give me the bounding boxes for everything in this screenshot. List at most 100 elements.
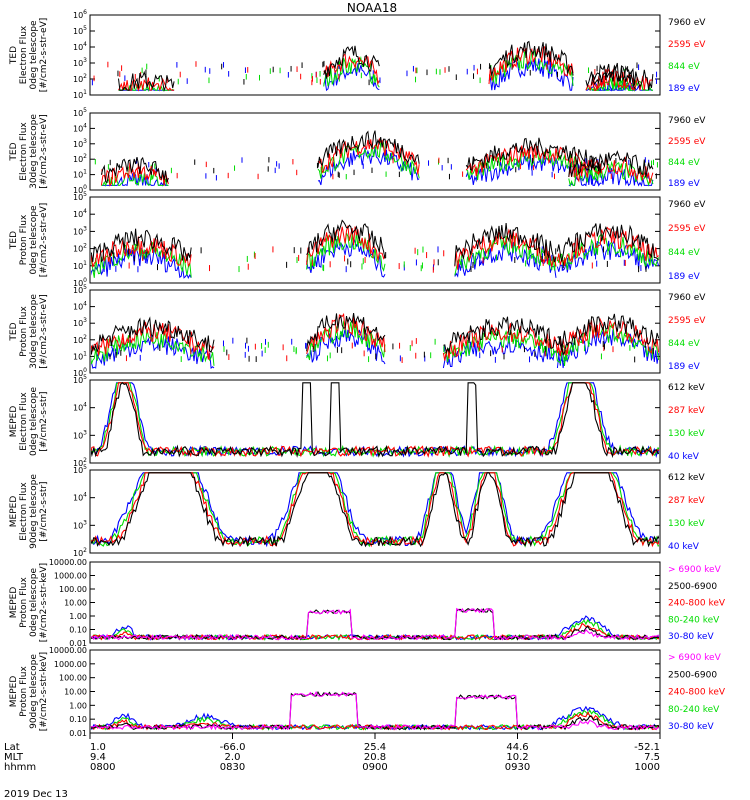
- series-line: [443, 316, 568, 356]
- footer-value: 2.0: [225, 752, 241, 763]
- series-line: [91, 708, 659, 731]
- y-tick-label: 104: [73, 41, 87, 52]
- series-line: [591, 76, 653, 92]
- series-line: [91, 711, 659, 731]
- y-tick-label: 103: [73, 57, 87, 68]
- data-marks: [91, 40, 658, 93]
- y-axis-label: [#/cm2-s-str-eV]: [39, 18, 49, 93]
- legend-entry: 130 keV: [668, 519, 705, 529]
- chart-title: NOAA18: [347, 1, 397, 15]
- panel-5: 102 103 104 105 MEPED Electron Flux 0deg teles…: [9, 374, 705, 468]
- footer-value: 44.6: [506, 742, 528, 753]
- y-tick-label: 1000.00: [54, 660, 87, 669]
- y-tick-label: 1000.00: [54, 572, 87, 581]
- y-tick-label: 104: [73, 492, 87, 503]
- series-line: [488, 40, 574, 76]
- y-axis-label: TED: [9, 142, 19, 161]
- y-tick-label: 105: [73, 25, 87, 36]
- legend-entry: 7960 eV: [668, 18, 706, 28]
- series-line: [91, 471, 659, 548]
- series-line: [91, 472, 659, 548]
- y-tick-label: 0.10: [69, 626, 87, 635]
- series-line: [556, 223, 659, 262]
- data-marks: [91, 607, 659, 641]
- y-tick-label: 1.00: [69, 701, 87, 710]
- legend-entry: 40 keV: [668, 542, 700, 552]
- y-axis-label: MEPED: [9, 587, 19, 619]
- legend-entry: 844 eV: [668, 248, 701, 258]
- series-line: [91, 382, 659, 458]
- series-line: [306, 219, 386, 259]
- footer-value: 20.8: [364, 752, 386, 763]
- panel-7: 0.01 0.10 1.00 10.00 100.00 1000.00 10000.00 ME…: [9, 558, 726, 648]
- y-tick-label: 0.01: [69, 639, 87, 648]
- y-tick-label: 104: [73, 301, 87, 312]
- footer-row-label: hhmm: [4, 762, 36, 773]
- y-axis-label: 90deg telescope: [29, 474, 39, 549]
- footer-value: 0830: [220, 762, 245, 773]
- y-axis-label: Proton Flux: [19, 577, 29, 628]
- y-tick-label: 102: [73, 73, 87, 84]
- legend-entry: 612 keV: [668, 473, 705, 483]
- panel-frame: [89, 14, 661, 96]
- legend-entry: 2595 eV: [668, 40, 706, 50]
- series-line: [454, 223, 557, 266]
- legend-entry: > 6900 keV: [668, 565, 722, 575]
- y-tick-label: 105: [73, 107, 87, 118]
- footer-value: 0900: [362, 762, 387, 773]
- series-line: [323, 55, 380, 88]
- y-tick-label: 101: [73, 350, 87, 361]
- y-tick-label: 102: [73, 334, 87, 345]
- footer-value: 1000: [635, 762, 660, 773]
- legend-entry: 844 eV: [668, 339, 701, 349]
- legend-entry: 30-80 keV: [668, 722, 714, 732]
- series-line: [306, 237, 386, 278]
- y-axis-label: [#/cm2-s-str-eV]: [39, 294, 49, 369]
- series-line: [118, 70, 175, 93]
- y-axis-label: TED: [9, 231, 19, 250]
- panel-frame: [89, 289, 661, 374]
- series-line: [306, 320, 386, 361]
- legend-entry: 189 eV: [668, 84, 701, 94]
- legend-entry: 189 eV: [668, 179, 701, 189]
- y-tick-label: 100: [73, 184, 87, 195]
- y-tick-label: 103: [73, 138, 87, 149]
- series-line: [557, 313, 659, 351]
- series-line: [91, 228, 192, 263]
- series-line: [101, 170, 169, 187]
- y-tick-label: 100: [73, 367, 87, 378]
- series-line: [91, 236, 192, 268]
- series-line: [442, 328, 568, 366]
- legend-entry: 2595 eV: [668, 316, 706, 326]
- legend-entry: 2500-6900: [668, 670, 717, 680]
- y-axis-label: Proton Flux: [19, 666, 29, 717]
- y-tick-label: 103: [73, 317, 87, 328]
- y-axis-label: [#/cm2-s-str]: [39, 481, 49, 541]
- y-tick-label: 105: [73, 191, 87, 202]
- legend-entry: 844 eV: [668, 158, 701, 168]
- footer-row-label: MLT: [4, 752, 24, 763]
- series-line: [91, 472, 659, 548]
- series-line: [317, 130, 420, 168]
- footer-value: 25.4: [364, 742, 386, 753]
- y-axis-label: 0deg telescope: [29, 387, 39, 457]
- panel-8: 0.01 0.10 1.00 10.00 100.00 1000.00 10000.00 ME…: [9, 646, 726, 738]
- y-tick-label: 10000.00: [49, 558, 87, 567]
- footer-value: 10.2: [506, 752, 528, 763]
- data-marks: [91, 471, 659, 548]
- legend-entry: 80-240 keV: [668, 615, 720, 625]
- data-marks: [91, 691, 659, 731]
- y-tick-label: 104: [73, 402, 87, 413]
- y-axis-label: 30deg telescope: [29, 294, 39, 369]
- footer-row-label: Lat: [4, 742, 20, 753]
- series-line: [91, 316, 215, 355]
- legend-entry: 40 keV: [668, 452, 700, 462]
- legend-entry: 240-800 keV: [668, 599, 726, 609]
- panel-2: 100 101 102 103 104 105 TED Electron Flux 30deg …: [9, 107, 706, 195]
- y-axis-label: 0deg telescope: [29, 205, 39, 275]
- y-tick-label: 106: [73, 9, 87, 20]
- y-tick-label: 102: [73, 153, 87, 164]
- panel-3: 100 101 102 103 104 105 TED Proton Flux 0deg tel…: [9, 191, 706, 288]
- series-line: [556, 226, 659, 267]
- series-line: [91, 472, 659, 548]
